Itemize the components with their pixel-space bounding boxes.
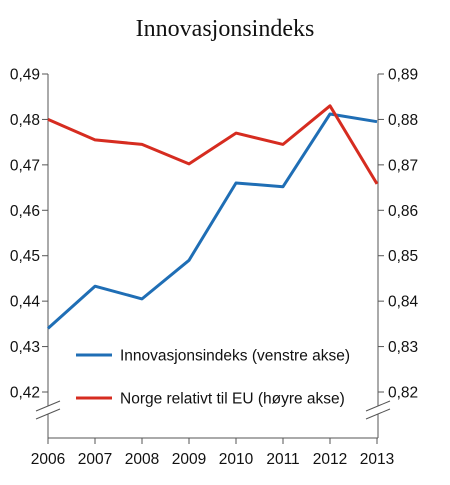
- right-axis-tick-label: 0,82: [388, 385, 418, 402]
- x-axis-tick-label: 2011: [266, 451, 299, 468]
- right-axis-tick-label: 0,84: [388, 294, 419, 311]
- x-axis-tick-label: 2009: [172, 451, 206, 468]
- series-line-2: [47, 104, 379, 185]
- x-axis-tick-label: 2007: [78, 451, 112, 468]
- left-axis-tick-label: 0,46: [10, 203, 40, 220]
- legend-label-2: Norge relativt til EU (høyre akse): [120, 391, 345, 408]
- right-axis-tick-label: 0,85: [388, 248, 418, 265]
- left-axis-tick-label: 0,48: [10, 112, 40, 129]
- right-axis-tick-label: 0,88: [388, 112, 418, 129]
- chart-title: Innovasjonsindeks: [136, 16, 315, 42]
- left-axis-tick-label: 0,44: [10, 294, 41, 311]
- x-axis-tick-label: 2008: [125, 451, 159, 468]
- x-axis-tick-label: 2006: [31, 451, 65, 468]
- right-axis-tick-label: 0,89: [388, 67, 418, 84]
- right-axis-break-mark: [365, 400, 391, 412]
- x-axis-tick-label: 2010: [219, 451, 254, 468]
- legend: Innovasjonsindeks (venstre akse) Norge re…: [76, 348, 350, 408]
- left-axis-tick-label: 0,49: [10, 67, 40, 84]
- series-line-1: [46, 112, 378, 330]
- left-axis-tick-label: 0,43: [10, 339, 40, 356]
- legend-label-1: Innovasjonsindeks (venstre akse): [120, 348, 350, 365]
- left-axis-break-mark: [35, 408, 61, 420]
- left-axis-tick-label: 0,42: [10, 385, 40, 402]
- left-axis-break-mark: [35, 400, 61, 412]
- right-axis-tick-label: 0,86: [388, 203, 418, 220]
- left-axis-tick-label: 0,47: [10, 157, 40, 174]
- left-axis-tick-label: 0,45: [10, 248, 40, 265]
- right-axis-tick-label: 0,83: [388, 339, 418, 356]
- right-axis-tick-label: 0,87: [388, 157, 418, 174]
- x-axis-tick-label: 2012: [313, 451, 347, 468]
- axes: [35, 73, 391, 444]
- tick-labels: 0,42 0,43 0,44 0,45 0,46 0,47 0,48 0,49 0,82 0,83…: [10, 67, 419, 469]
- series-lines: [46, 104, 379, 330]
- right-axis-break-mark: [365, 408, 391, 420]
- x-axis-tick-label: 2013: [360, 451, 394, 468]
